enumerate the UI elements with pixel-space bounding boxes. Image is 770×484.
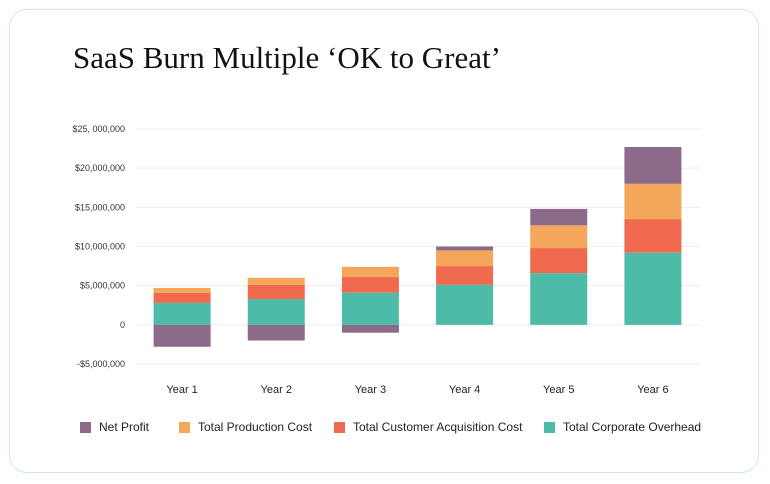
- bar-segment: [247, 324, 305, 341]
- bar-segment: [341, 266, 399, 278]
- bar-segment: [436, 246, 494, 251]
- bar-segment: [624, 252, 682, 325]
- y-tick-label: $25, 000,000: [72, 124, 125, 134]
- x-axis-category-labels: Year 1 Year 2 Year 3 Year 4 Year 5 Year 6: [166, 384, 668, 396]
- legend-label: Total Corporate Overhead: [563, 420, 702, 434]
- legend-swatch: [179, 421, 190, 433]
- x-category-label: Year 4: [449, 384, 480, 396]
- y-tick-label: 0: [120, 320, 125, 330]
- x-category-label: Year 1: [166, 384, 197, 396]
- bar-segment: [436, 266, 494, 285]
- x-category-label: Year 5: [543, 384, 574, 396]
- bar-segment: [436, 250, 494, 267]
- y-tick-label: $20,000,000: [75, 163, 125, 173]
- chart-title: SaaS Burn Multiple ‘OK to Great’: [73, 40, 501, 75]
- legend: Net Profit Total Production Cost Total Cus…: [80, 419, 740, 437]
- bar-segment: [153, 292, 211, 303]
- bar-segment: [530, 248, 588, 274]
- bar-segment: [247, 284, 305, 299]
- bar-segment: [153, 324, 211, 347]
- legend-label: Total Production Cost: [198, 420, 313, 434]
- legend-item: Total Production Cost: [179, 419, 312, 435]
- legend-item: Total Customer Acquisition Cost: [334, 419, 522, 435]
- bar-segment: [624, 147, 682, 184]
- x-category-label: Year 3: [355, 384, 386, 396]
- y-tick-label: $5,000,000: [80, 281, 125, 291]
- bar-segment: [341, 324, 399, 333]
- grid-lines: [135, 128, 700, 365]
- bar-segment: [247, 277, 305, 285]
- bar-segment: [624, 219, 682, 253]
- bar-segment: [341, 277, 399, 293]
- legend-swatch: [544, 421, 555, 433]
- bar-segment: [341, 292, 399, 325]
- y-tick-label: $15,000,000: [75, 202, 125, 212]
- bars: [153, 147, 682, 347]
- legend-item: Total Corporate Overhead: [544, 419, 701, 435]
- bar-segment: [530, 208, 588, 226]
- legend-swatch: [80, 421, 91, 433]
- bar-segment: [530, 273, 588, 325]
- bar-segment: [247, 298, 305, 325]
- legend-label: Total Customer Acquisition Cost: [353, 420, 523, 434]
- x-category-label: Year 2: [261, 384, 292, 396]
- legend-swatch: [334, 421, 345, 433]
- bar-segment: [153, 288, 211, 293]
- legend-item: Net Profit: [80, 419, 149, 435]
- bar-segment: [436, 284, 494, 325]
- legend-label: Net Profit: [99, 420, 150, 434]
- bar-segment: [624, 183, 682, 220]
- y-tick-label: -$5,000,000: [77, 359, 125, 369]
- x-category-label: Year 6: [637, 384, 668, 396]
- bar-segment: [530, 225, 588, 249]
- y-axis-tick-labels: $25, 000,000 $20,000,000 $15,000,000 $10,00…: [72, 124, 125, 369]
- y-tick-label: $10,000,000: [75, 242, 125, 252]
- bar-segment: [153, 302, 211, 325]
